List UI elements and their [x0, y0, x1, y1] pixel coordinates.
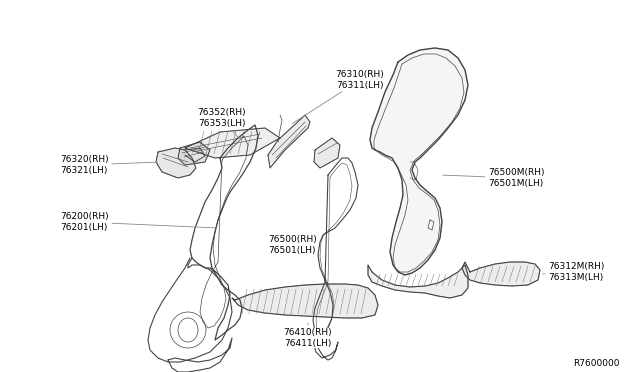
Text: 76500M(RH)
76501M(LH): 76500M(RH) 76501M(LH) [443, 168, 545, 188]
Polygon shape [462, 262, 540, 286]
Polygon shape [185, 128, 280, 158]
Polygon shape [232, 284, 378, 318]
Polygon shape [368, 265, 468, 298]
Polygon shape [178, 142, 210, 165]
Text: 76320(RH)
76321(LH): 76320(RH) 76321(LH) [60, 155, 157, 175]
Polygon shape [156, 148, 196, 178]
Text: 76312M(RH)
76313M(LH): 76312M(RH) 76313M(LH) [543, 262, 604, 282]
Text: 76200(RH)
76201(LH): 76200(RH) 76201(LH) [60, 212, 215, 232]
Text: 76310(RH)
76311(LH): 76310(RH) 76311(LH) [292, 70, 385, 124]
Text: 76410(RH)
76411(LH): 76410(RH) 76411(LH) [284, 323, 332, 348]
Text: R7600000: R7600000 [573, 359, 620, 368]
Polygon shape [314, 138, 340, 168]
Polygon shape [370, 48, 468, 275]
Polygon shape [268, 115, 310, 168]
Text: 76500(RH)
76501(LH): 76500(RH) 76501(LH) [268, 235, 320, 255]
Text: 76352(RH)
76353(LH): 76352(RH) 76353(LH) [198, 108, 246, 138]
